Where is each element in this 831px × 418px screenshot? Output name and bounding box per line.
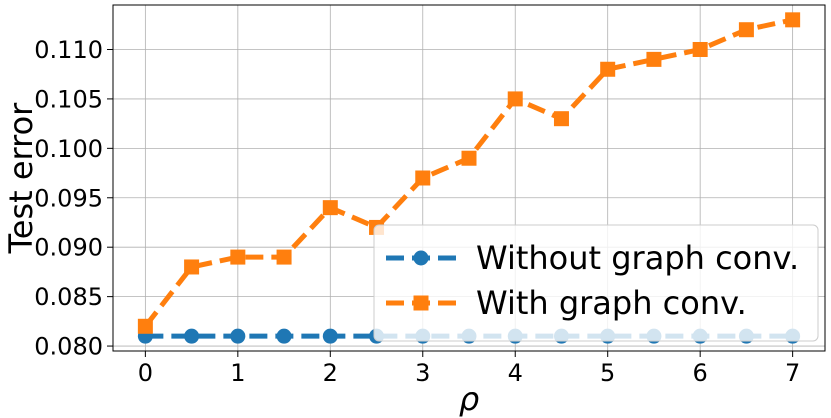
legend-entry: Without graph conv.	[386, 239, 799, 277]
data-point	[692, 41, 708, 57]
y-tick-label: 0.100	[34, 135, 103, 163]
data-point	[322, 328, 338, 344]
legend-entry: With graph conv.	[386, 284, 747, 322]
legend: Without graph conv. With graph conv.	[373, 224, 819, 342]
data-point	[415, 170, 431, 186]
y-tick-label: 0.085	[34, 283, 103, 311]
data-point	[461, 150, 477, 166]
plot-frame	[112, 4, 826, 352]
data-point	[184, 259, 200, 275]
data-point	[276, 249, 292, 265]
x-tick-label: 2	[323, 359, 338, 387]
data-point	[646, 51, 662, 67]
y-tick-label: 0.110	[34, 36, 103, 64]
data-point	[276, 328, 292, 344]
y-tick-label: 0.090	[34, 234, 103, 262]
ticks: 0 1 2 3 4 5 6 7 0.080 0.085 0.090 0.095 0.100 0.105 0.…	[34, 36, 800, 387]
y-tick-label: 0.105	[34, 85, 103, 113]
legend-marker	[413, 295, 429, 311]
legend-box	[373, 224, 819, 342]
y-axis-label: Test error	[2, 102, 40, 255]
series-with-graph-conv	[137, 12, 801, 334]
data-point	[137, 318, 153, 334]
x-tick-label: 6	[693, 359, 708, 387]
data-point	[553, 111, 569, 127]
legend-label: Without graph conv.	[476, 239, 799, 277]
data-point	[184, 328, 200, 344]
x-tick-label: 7	[785, 359, 800, 387]
x-tick-label: 3	[415, 359, 430, 387]
legend-marker	[413, 250, 429, 266]
legend-label: With graph conv.	[476, 284, 747, 322]
y-tick-label: 0.080	[34, 333, 103, 361]
data-point	[507, 91, 523, 107]
data-point	[230, 328, 246, 344]
x-tick-label: 5	[600, 359, 615, 387]
data-point	[785, 12, 801, 28]
x-tick-label: 1	[230, 359, 245, 387]
x-tick-label: 0	[138, 359, 153, 387]
data-point	[322, 200, 338, 216]
data-point	[230, 249, 246, 265]
data-point	[738, 22, 754, 38]
x-tick-label: 4	[508, 359, 523, 387]
x-axis-label: ρ	[459, 380, 479, 418]
y-tick-label: 0.095	[34, 184, 103, 212]
data-point	[600, 61, 616, 77]
